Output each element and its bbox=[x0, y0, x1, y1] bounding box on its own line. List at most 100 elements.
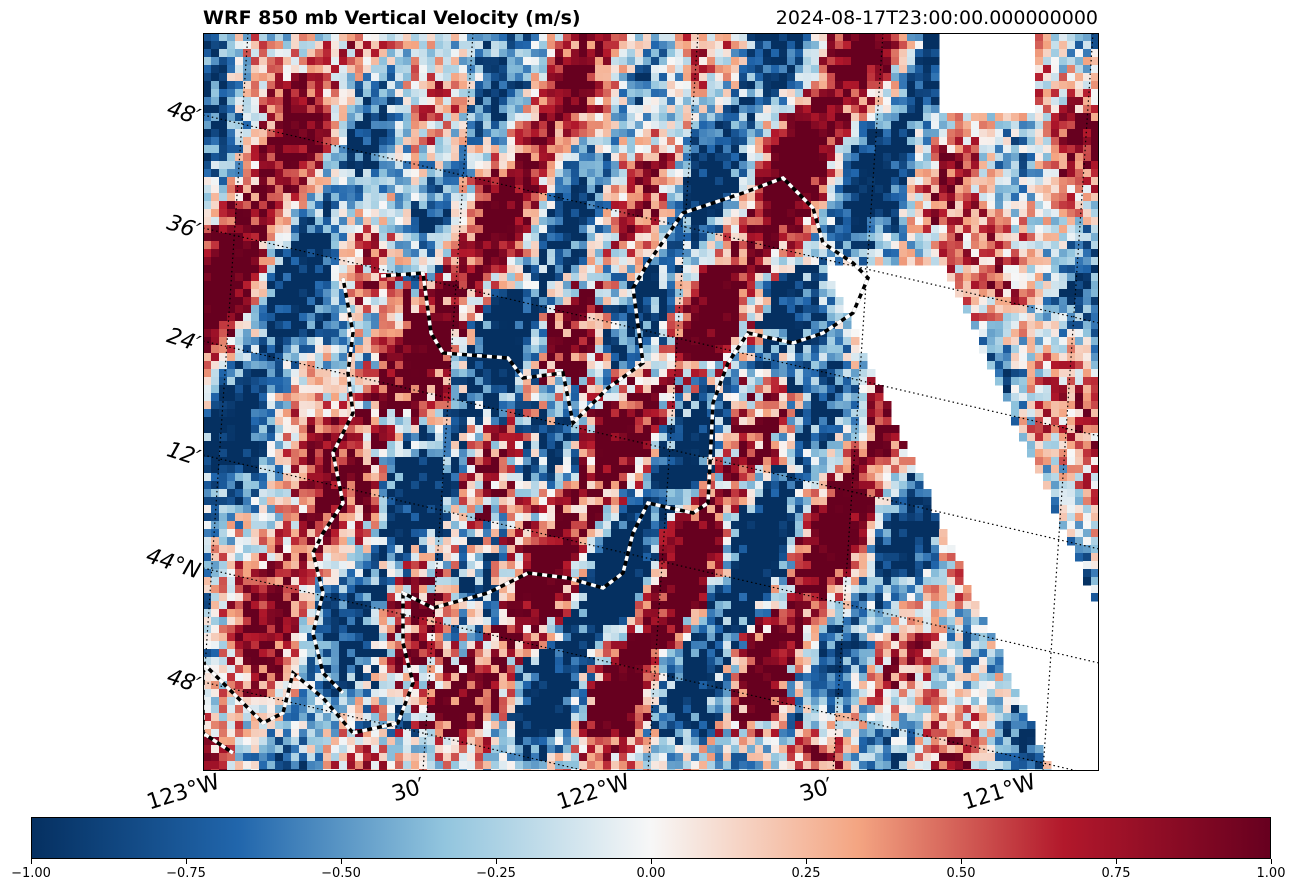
velocity-cell bbox=[475, 289, 484, 298]
velocity-cell bbox=[427, 185, 436, 194]
velocity-cell bbox=[923, 121, 932, 130]
velocity-cell bbox=[803, 97, 812, 106]
velocity-cell bbox=[283, 49, 292, 58]
velocity-cell bbox=[427, 49, 436, 58]
velocity-cell bbox=[955, 177, 964, 186]
velocity-cell bbox=[635, 169, 644, 178]
velocity-cell bbox=[691, 185, 700, 194]
velocity-cell bbox=[619, 305, 628, 314]
velocity-cell bbox=[1019, 393, 1028, 402]
velocity-cell bbox=[243, 297, 252, 306]
velocity-cell bbox=[563, 193, 572, 202]
velocity-cell bbox=[843, 401, 852, 410]
velocity-cell bbox=[971, 145, 980, 154]
velocity-cell bbox=[299, 385, 308, 394]
velocity-cell bbox=[475, 369, 484, 378]
velocity-cell bbox=[691, 257, 700, 266]
velocity-cell bbox=[819, 193, 828, 202]
velocity-cell bbox=[739, 153, 748, 162]
velocity-cell bbox=[1043, 265, 1052, 274]
velocity-cell bbox=[683, 241, 692, 250]
velocity-cell bbox=[1019, 137, 1028, 146]
velocity-cell bbox=[323, 201, 332, 210]
velocity-cell bbox=[1035, 321, 1044, 330]
velocity-cell bbox=[891, 201, 900, 210]
velocity-cell bbox=[731, 241, 740, 250]
velocity-cell bbox=[235, 297, 244, 306]
velocity-cell bbox=[507, 377, 516, 386]
velocity-cell bbox=[299, 201, 308, 210]
velocity-cell bbox=[555, 33, 564, 42]
velocity-cell bbox=[803, 281, 812, 290]
velocity-cell bbox=[1075, 241, 1084, 250]
velocity-cell bbox=[283, 217, 292, 226]
velocity-cell bbox=[755, 209, 764, 218]
velocity-cell bbox=[523, 329, 532, 338]
velocity-cell bbox=[267, 393, 276, 402]
velocity-cell bbox=[475, 361, 484, 370]
velocity-cell bbox=[355, 41, 364, 50]
velocity-cell bbox=[395, 361, 404, 370]
velocity-cell bbox=[483, 169, 492, 178]
velocity-cell bbox=[907, 89, 916, 98]
velocity-cell bbox=[1075, 401, 1084, 410]
velocity-cell bbox=[355, 289, 364, 298]
velocity-cell bbox=[547, 97, 556, 106]
velocity-cell bbox=[515, 329, 524, 338]
velocity-cell bbox=[779, 313, 788, 322]
velocity-cell bbox=[267, 257, 276, 266]
velocity-cell bbox=[259, 185, 268, 194]
velocity-cell bbox=[659, 161, 668, 170]
velocity-cell bbox=[771, 353, 780, 362]
velocity-cell bbox=[947, 241, 956, 250]
velocity-cell bbox=[731, 185, 740, 194]
velocity-cell bbox=[523, 337, 532, 346]
velocity-cell bbox=[651, 57, 660, 66]
velocity-cell bbox=[899, 137, 908, 146]
velocity-cell bbox=[243, 313, 252, 322]
velocity-cell bbox=[203, 177, 212, 186]
velocity-cell bbox=[211, 409, 220, 418]
velocity-cell bbox=[619, 201, 628, 210]
velocity-cell bbox=[1019, 217, 1028, 226]
velocity-cell bbox=[443, 377, 452, 386]
velocity-cell bbox=[555, 185, 564, 194]
velocity-cell bbox=[715, 89, 724, 98]
velocity-cell bbox=[1091, 265, 1099, 274]
velocity-cell bbox=[227, 217, 236, 226]
velocity-cell bbox=[931, 113, 940, 122]
velocity-cell bbox=[555, 81, 564, 90]
velocity-cell bbox=[667, 265, 676, 274]
velocity-cell bbox=[899, 33, 908, 42]
velocity-cell bbox=[291, 281, 300, 290]
velocity-cell bbox=[291, 353, 300, 362]
velocity-cell bbox=[619, 353, 628, 362]
velocity-cell bbox=[1043, 153, 1052, 162]
velocity-cell bbox=[699, 401, 708, 410]
velocity-cell bbox=[203, 345, 212, 354]
velocity-cell bbox=[795, 73, 804, 82]
velocity-cell bbox=[403, 217, 412, 226]
velocity-cell bbox=[723, 241, 732, 250]
velocity-cell bbox=[243, 401, 252, 410]
velocity-cell bbox=[211, 353, 220, 362]
velocity-cell bbox=[611, 225, 620, 234]
velocity-cell bbox=[651, 33, 660, 42]
velocity-cell bbox=[275, 161, 284, 170]
velocity-cell bbox=[323, 401, 332, 410]
velocity-cell bbox=[971, 217, 980, 226]
velocity-cell bbox=[1075, 81, 1084, 90]
velocity-cell bbox=[971, 193, 980, 202]
velocity-cell bbox=[275, 393, 284, 402]
velocity-cell bbox=[1051, 137, 1060, 146]
velocity-cell bbox=[683, 265, 692, 274]
velocity-cell bbox=[827, 153, 836, 162]
velocity-cell bbox=[267, 305, 276, 314]
velocity-cell bbox=[851, 33, 860, 42]
velocity-cell bbox=[803, 313, 812, 322]
velocity-cell bbox=[299, 313, 308, 322]
velocity-cell bbox=[211, 137, 220, 146]
velocity-cell bbox=[995, 345, 1004, 354]
velocity-cell bbox=[819, 297, 828, 306]
velocity-cell bbox=[1019, 129, 1028, 138]
